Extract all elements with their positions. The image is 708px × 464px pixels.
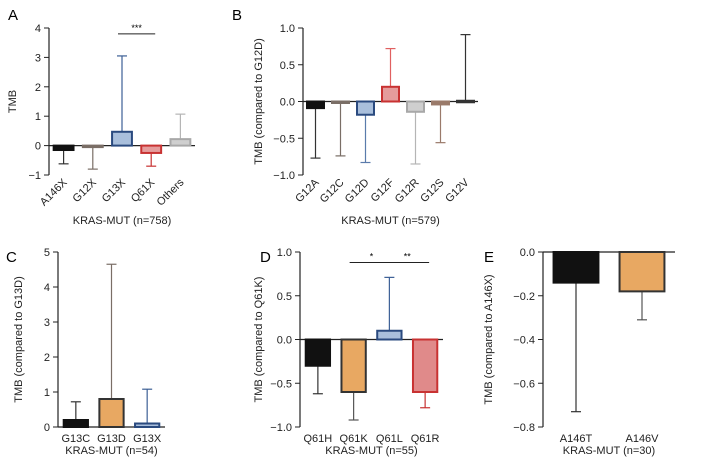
y-tick-label: −0.6 [513,378,535,390]
y-tick-label: 1.0 [277,247,292,259]
y-tick-label: 2 [44,352,50,364]
x-tick-label: Q61L [376,433,403,445]
x-axis-label: KRAS-MUT (n=54) [65,445,157,457]
x-tick-label: G12X [71,176,100,205]
x-tick-label: G12A [293,176,322,205]
y-tick-label: −1.0 [270,422,292,434]
y-tick-label: −1 [28,170,41,182]
x-tick-label: A146T [560,433,593,445]
panel-label: E [484,249,494,266]
x-tick-label: Q61K [340,433,369,445]
bar-a146t [552,251,600,284]
bar-q61r [411,338,439,393]
y-tick-label: 1 [35,111,41,123]
panel-label: A [8,7,18,24]
x-tick-label: G13D [97,433,126,445]
y-tick-label: 4 [35,23,41,35]
bar-g12r [406,100,425,113]
y-tick-label: 0.0 [520,247,535,259]
bar-g12d [356,100,375,116]
y-tick-label: 1 [44,387,50,399]
panel-label: B [232,7,242,24]
bar-a146x [52,144,75,152]
bar-g13c [62,419,89,428]
y-tick-label: 4 [44,282,50,294]
panel-c: C 0 1 2 3 4 5 G13C G13D G13X TMB (compared to G13D… [6,247,165,457]
y-tick-label: −0.5 [270,378,292,390]
bar-g12x [81,144,104,149]
x-tick-label: G12C [318,177,347,206]
y-tick-label: 0 [44,422,50,434]
y-tick-label: −0.5 [273,133,295,145]
x-tick-label: Q61R [411,433,440,445]
bar-g12v [456,99,475,104]
x-axis-label: KRAS-MUT (n=55) [325,445,417,457]
bar-q61k [340,338,367,393]
x-tick-label: A146X [38,176,70,208]
bar-g12c [331,100,350,104]
bar-q61h [304,338,332,367]
panel-e: E −0.8 −0.6 −0.4 −0.2 0.0 A146T A146V TMB (compa… [483,247,675,457]
x-axis-label: KRAS-MUT (n=758) [73,215,172,227]
x-tick-label: G13X [100,176,129,205]
bar-others [169,138,192,147]
y-tick-label: 0.0 [277,335,292,347]
x-tick-label: Q61H [304,433,333,445]
x-tick-label: G13C [61,433,90,445]
bar-g13x [111,130,133,147]
y-tick-label: 1.0 [280,23,295,35]
bar-g12a [306,100,325,110]
y-tick-label: −0.8 [513,422,535,434]
panel-label: D [260,249,271,266]
x-tick-label: Others [155,176,187,208]
y-tick-label: 0.5 [280,60,295,72]
y-tick-label: −1.0 [273,170,295,182]
bar-q61x [140,144,163,154]
y-axis-label: TMB (compared to A146X) [483,274,495,404]
y-tick-label: 3 [44,317,50,329]
panel-label: C [6,249,17,266]
y-tick-label: 0 [35,141,41,153]
y-tick-label: 3 [35,52,41,64]
significance-label: *** [131,23,142,33]
x-tick-label: G12F [369,176,397,204]
bar-g13d [98,398,125,428]
y-tick-label: 5 [44,247,50,259]
y-tick-label: −0.4 [513,335,535,347]
bar-q61l [376,329,403,341]
x-tick-label: G13X [133,433,162,445]
bar-g12s [431,100,450,106]
bar-g13x [134,422,161,428]
x-tick-label: G12R [393,177,422,206]
x-tick-label: G12V [443,176,472,205]
y-tick-label: −0.2 [513,291,535,303]
y-axis-label: TMB (compared to G13D) [13,276,25,403]
x-axis-label: KRAS-MUT (n=30) [563,445,655,457]
panel-b: B−1.0−0.50.00.51.0G12AG12CG12DG12FG12RG1… [232,7,478,227]
x-tick-label: A146V [625,433,659,445]
y-axis-label: TMB (compared to Q61K) [253,277,265,403]
x-tick-label: Q61X [129,176,158,205]
x-tick-label: G12D [343,177,372,206]
x-tick-label: G12S [418,177,446,205]
significance-label: * [370,252,374,262]
y-axis-label: TMB (compared to G12D) [253,38,265,165]
y-tick-label: 0.0 [280,97,295,109]
bar-a146v [618,251,666,293]
y-tick-label: 0.5 [277,291,292,303]
y-axis-label: TMB [7,90,19,113]
x-axis-label: KRAS-MUT (n=579) [341,215,440,227]
bar-g12f [381,85,400,103]
significance-label: ** [404,252,412,262]
y-tick-label: 2 [35,82,41,94]
